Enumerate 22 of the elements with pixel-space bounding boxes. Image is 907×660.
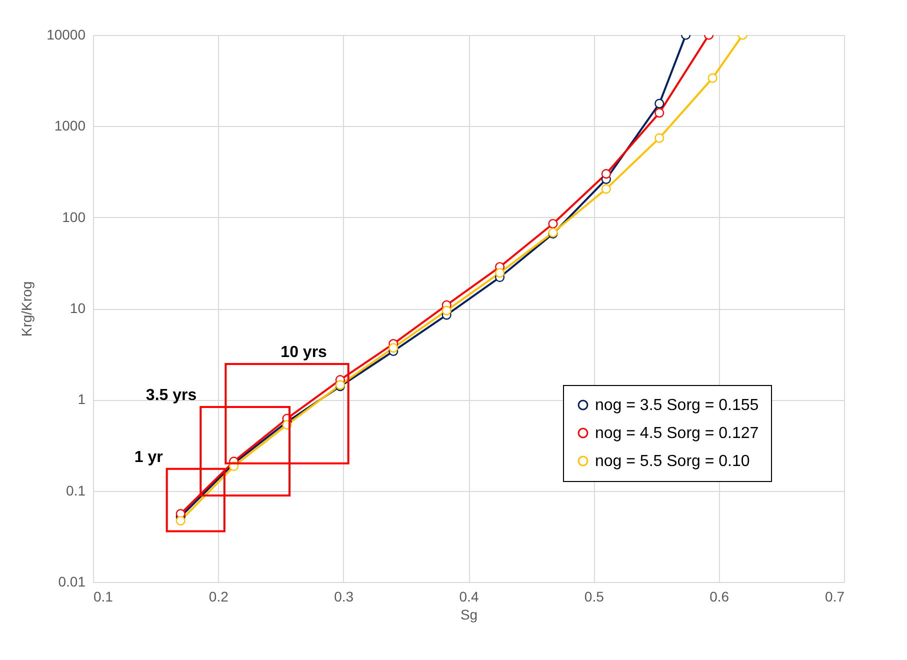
x-tick-label: 0.5 [584, 588, 604, 604]
x-tick-label: 0.7 [825, 588, 845, 604]
y-tick-label: 1000 [54, 118, 86, 134]
y-tick-label: 10 [70, 300, 86, 316]
x-axis-title: Sg [460, 606, 478, 622]
x-tick-label: 0.2 [208, 588, 229, 604]
annotation: 3.5 yrs [146, 387, 197, 404]
y-tick-label: 100 [62, 208, 86, 225]
y-tick-label: 0.1 [66, 482, 86, 498]
x-tick-label: 0.6 [710, 588, 730, 604]
legend-label: nog = 5.5 Sorg = 0.10 [595, 453, 750, 470]
x-tick-label: 0.4 [459, 588, 479, 604]
y-tick-label: 1 [78, 391, 86, 408]
y-tick-label: 10000 [46, 26, 86, 42]
annotation: 1 yr [134, 448, 163, 466]
legend-label: nog = 3.5 Sorg = 0.155 [595, 397, 759, 414]
x-tick-label: 0.1 [94, 588, 114, 604]
annotation: 10 yrs [280, 344, 328, 362]
y-axis-title: Krg/Krog [18, 281, 35, 337]
x-tick-label: 0.3 [334, 588, 354, 604]
y-tick-label: 0.01 [58, 574, 86, 590]
legend-label: nog = 4.5 Sorg = 0.127 [595, 425, 759, 442]
